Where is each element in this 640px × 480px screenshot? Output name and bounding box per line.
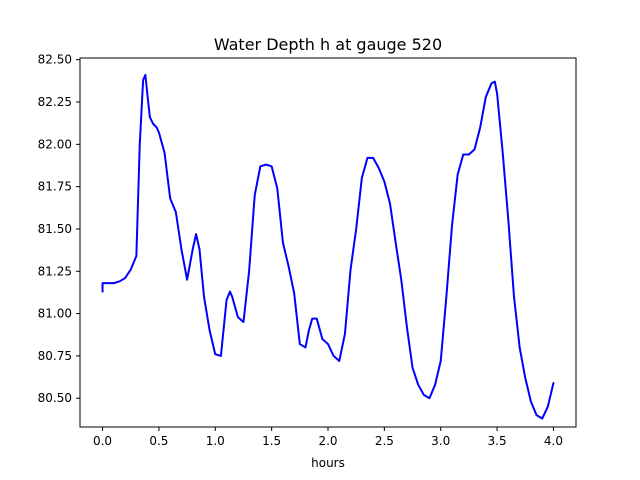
- plot-frame: [79, 57, 577, 428]
- plot-area: [101, 73, 555, 420]
- y-tick-label: 81.50: [38, 222, 72, 236]
- x-axis-label: hours: [311, 456, 345, 470]
- y-axis: 80.50 80.75 81.00 81.25 81.50 81.75 82.00 82.25…: [38, 53, 80, 405]
- x-tick-label: 1.0: [206, 434, 225, 448]
- x-tick-label: 3.5: [488, 434, 507, 448]
- x-tick-label: 0.5: [149, 434, 168, 448]
- x-tick-label: 4.0: [544, 434, 563, 448]
- y-tick-label: 80.50: [38, 391, 72, 405]
- x-tick-label: 1.5: [262, 434, 281, 448]
- x-tick-label: 0.0: [93, 434, 112, 448]
- y-tick-label: 81.25: [38, 264, 72, 278]
- y-tick-label: 81.75: [38, 180, 72, 194]
- series-line: [101, 73, 555, 420]
- y-tick-label: 81.00: [38, 307, 72, 321]
- y-tick-label: 80.75: [38, 349, 72, 363]
- x-axis: 0.0 0.5 1.0 1.5 2.0 2.5 3.0 3.5 4.0: [93, 427, 563, 448]
- x-tick-label: 2.5: [375, 434, 394, 448]
- y-tick-label: 82.25: [38, 95, 72, 109]
- x-tick-label: 3.0: [431, 434, 450, 448]
- y-tick-label: 82.00: [38, 137, 72, 151]
- y-tick-label: 82.50: [38, 53, 72, 67]
- chart-title: Water Depth h at gauge 520: [214, 35, 442, 54]
- x-tick-label: 2.0: [318, 434, 337, 448]
